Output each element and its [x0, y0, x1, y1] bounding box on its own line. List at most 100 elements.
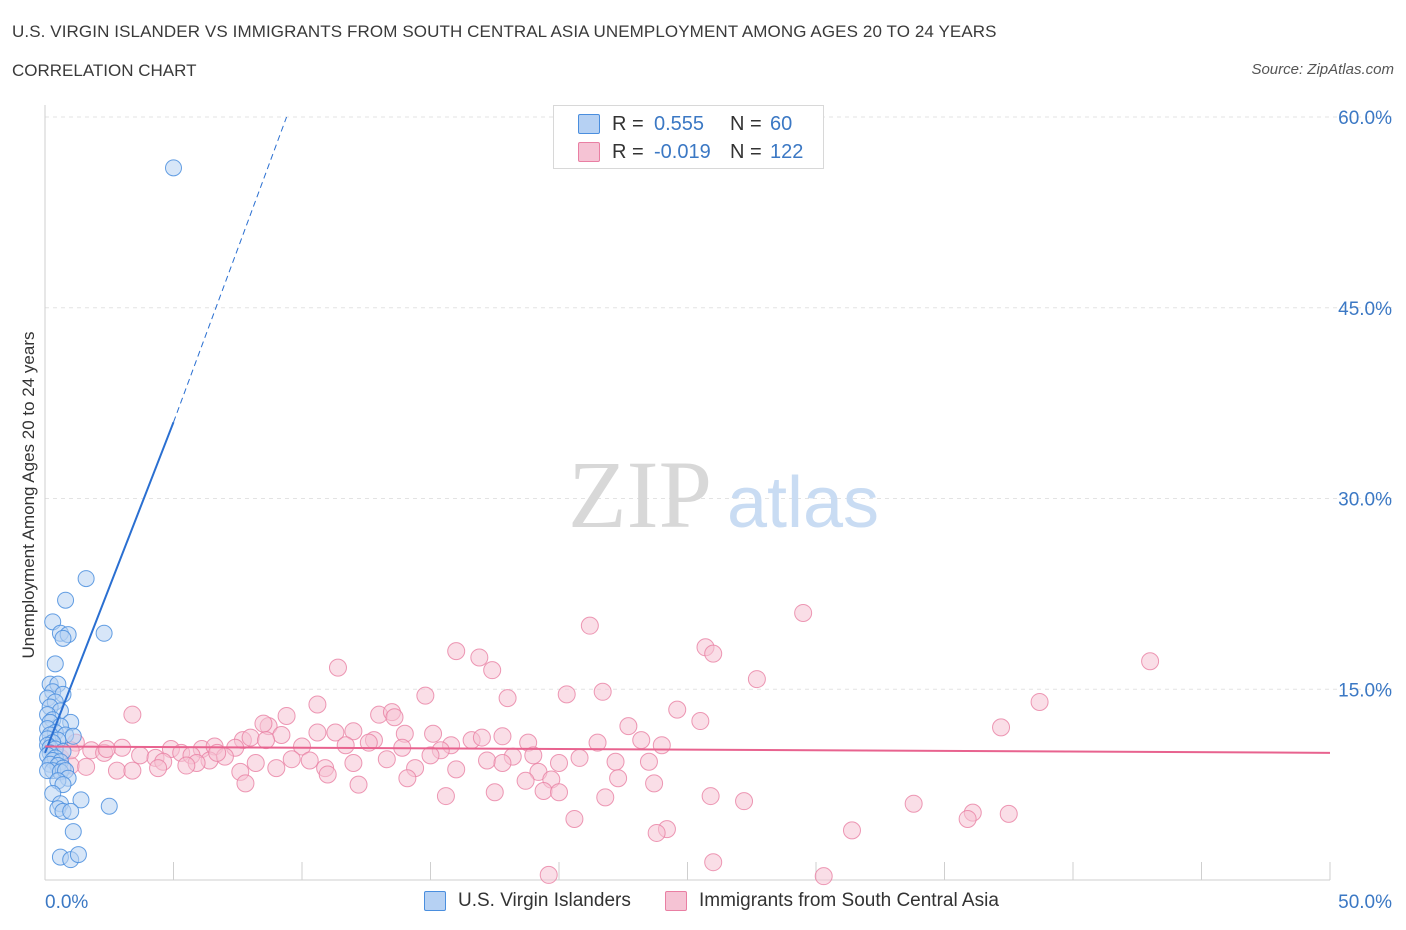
data-point-south-central-asia — [619, 717, 638, 736]
data-point-south-central-asia — [336, 736, 355, 755]
series-virgin-islanders — [39, 159, 182, 869]
data-point-south-central-asia — [272, 726, 291, 745]
y-tick-label: 15.0% — [1338, 680, 1392, 701]
legend-swatch-blue — [578, 114, 600, 134]
data-point-south-central-asia — [177, 756, 196, 775]
data-point-south-central-asia — [639, 752, 658, 771]
data-point-virgin-islanders — [77, 570, 95, 588]
stats-legend: R = 0.555 N = 60 R = -0.019 N = 122 — [553, 105, 824, 169]
legend-r-label: R = — [612, 140, 644, 163]
data-point-south-central-asia — [472, 728, 491, 747]
legend-n-value: 60 — [770, 112, 793, 135]
legend-n-label: N = — [730, 140, 762, 163]
data-point-south-central-asia — [123, 705, 142, 724]
legend-r-value: 0.555 — [654, 112, 705, 135]
data-point-south-central-asia — [904, 794, 923, 813]
watermark-zip: ZIP — [568, 441, 712, 548]
data-point-south-central-asia — [814, 867, 833, 886]
legend-series-name: U.S. Virgin Islanders — [458, 890, 631, 911]
data-point-south-central-asia — [550, 754, 568, 773]
chart-subtitle: CORRELATION CHART — [12, 61, 197, 80]
data-point-south-central-asia — [992, 718, 1011, 737]
legend-r-label: R = — [612, 112, 644, 135]
legend-item-virgin-islanders[interactable]: U.S. Virgin Islanders — [424, 890, 631, 912]
y-tick-label: 45.0% — [1338, 299, 1392, 320]
data-point-south-central-asia — [254, 714, 273, 733]
data-point-south-central-asia — [593, 682, 612, 701]
data-point-south-central-asia — [246, 754, 265, 773]
data-point-south-central-asia — [999, 804, 1018, 823]
data-point-south-central-asia — [498, 689, 517, 708]
chart-title: U.S. VIRGIN ISLANDER VS IMMIGRANTS FROM … — [12, 22, 997, 41]
data-point-virgin-islanders — [57, 591, 75, 609]
data-point-south-central-asia — [123, 761, 142, 780]
data-point-south-central-asia — [131, 746, 150, 765]
axis-labels: 15.0% 30.0% 45.0% 60.0% 0.0% 50.0% Unemploymen… — [19, 108, 1392, 913]
data-point-south-central-asia — [267, 759, 286, 778]
data-point-virgin-islanders — [54, 629, 72, 647]
data-point-south-central-asia — [300, 751, 319, 770]
data-point-virgin-islanders — [100, 797, 118, 815]
data-point-south-central-asia — [293, 737, 311, 756]
watermark-atlas: atlas — [727, 463, 879, 543]
data-point-south-central-asia — [447, 760, 466, 779]
data-point-virgin-islanders — [72, 791, 90, 809]
data-point-south-central-asia — [257, 731, 276, 750]
legend-item-south-central-asia[interactable]: Immigrants from South Central Asia — [665, 890, 999, 912]
data-point-south-central-asia — [478, 751, 497, 770]
legend-row-blue: R = 0.555 N = 60 — [578, 112, 792, 136]
x-tick-label: 0.0% — [45, 892, 88, 913]
data-point-virgin-islanders — [64, 823, 82, 841]
y-tick-label: 60.0% — [1338, 108, 1392, 129]
data-point-south-central-asia — [570, 748, 589, 767]
data-point-south-central-asia — [596, 788, 615, 807]
trendline-virgin-islanders-extension — [173, 116, 288, 423]
data-point-south-central-asia — [485, 783, 504, 802]
legend-swatch-pink — [578, 142, 600, 162]
data-point-south-central-asia — [550, 783, 568, 802]
data-point-south-central-asia — [277, 706, 296, 725]
data-point-south-central-asia — [344, 754, 363, 773]
data-point-south-central-asia — [606, 752, 625, 771]
data-point-south-central-asia — [645, 774, 664, 793]
data-point-south-central-asia — [447, 642, 466, 661]
data-point-south-central-asia — [704, 853, 723, 872]
data-point-south-central-asia — [421, 746, 440, 765]
grid-lines — [45, 116, 1392, 690]
trend-lines — [44, 116, 1331, 754]
trendline-virgin-islanders — [44, 421, 175, 754]
data-point-south-central-asia — [652, 736, 671, 755]
y-axis-title: Unemployment Among Ages 20 to 24 years — [19, 332, 38, 659]
data-point-south-central-asia — [398, 769, 417, 788]
data-point-south-central-asia — [842, 821, 861, 840]
data-point-south-central-asia — [1141, 652, 1160, 671]
data-point-south-central-asia — [493, 754, 512, 773]
data-point-south-central-asia — [691, 712, 710, 731]
series-legend: U.S. Virgin Islanders Immigrants from So… — [0, 890, 1406, 916]
data-point-south-central-asia — [349, 775, 368, 794]
data-point-south-central-asia — [539, 865, 558, 884]
data-point-south-central-asia — [359, 733, 378, 752]
data-point-south-central-asia — [318, 765, 337, 784]
legend-swatch-blue — [424, 891, 446, 911]
data-point-south-central-asia — [308, 695, 327, 714]
data-point-south-central-asia — [588, 733, 607, 752]
trendline-south-central-asia — [44, 745, 1331, 754]
data-point-south-central-asia — [701, 787, 720, 806]
legend-series-name: Immigrants from South Central Asia — [699, 890, 999, 911]
legend-row-pink: R = -0.019 N = 122 — [578, 140, 803, 164]
data-point-south-central-asia — [565, 809, 584, 828]
data-point-south-central-asia — [668, 700, 687, 719]
data-point-virgin-islanders — [62, 802, 80, 820]
data-point-south-central-asia — [632, 731, 651, 750]
data-point-south-central-asia — [958, 809, 977, 828]
watermark: ZIP atlas — [568, 441, 879, 548]
y-tick-label: 30.0% — [1338, 490, 1392, 511]
data-point-south-central-asia — [236, 774, 255, 793]
data-point-south-central-asia — [580, 616, 599, 635]
data-point-south-central-asia — [416, 686, 435, 705]
data-point-south-central-asia — [534, 781, 553, 800]
data-point-south-central-asia — [747, 670, 766, 689]
data-point-south-central-asia — [326, 723, 345, 742]
